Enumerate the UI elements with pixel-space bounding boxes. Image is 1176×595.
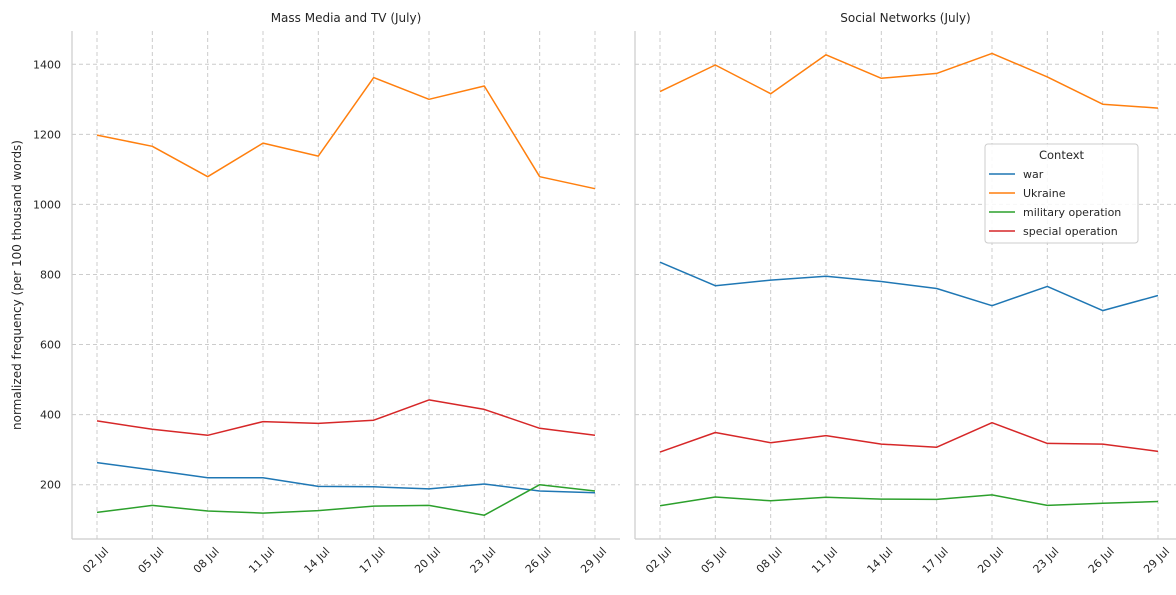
x-tick-label: 23 Jul [1031,545,1062,576]
legend-title: Context [1039,148,1085,162]
x-tick-label: 11 Jul [809,545,840,576]
x-tick-label: 11 Jul [246,545,277,576]
series-line-ukraine [659,52,1159,109]
panel-title: Mass Media and TV (July) [271,11,422,25]
y-tick-label: 200 [40,479,61,492]
x-tick-label: 17 Jul [920,545,951,576]
x-tick-label: 23 Jul [468,545,499,576]
series-line-war [96,461,596,494]
x-tick-label: 20 Jul [975,545,1006,576]
x-tick-label: 17 Jul [357,545,388,576]
y-tick-label: 400 [40,409,61,422]
legend-box [984,143,1139,244]
x-tick-label: 02 Jul [643,545,674,576]
legend-label: special operation [1023,225,1118,238]
x-tick-label: 05 Jul [136,545,167,576]
series-line-military-operation [659,494,1159,507]
legend-label: Ukraine [1023,187,1066,200]
y-tick-label: 1400 [33,58,61,71]
x-tick-label: 14 Jul [865,545,896,576]
series-line-military-operation [96,483,596,516]
y-tick-label: 1200 [33,128,61,141]
y-axis-label: normalized frequency (per 100 thousand w… [10,140,24,430]
x-tick-label: 05 Jul [699,545,730,576]
x-tick-label: 14 Jul [302,545,333,576]
legend-label: military operation [1023,206,1121,219]
x-tick-label: 08 Jul [191,545,222,576]
x-tick-label: 26 Jul [1086,545,1117,576]
series-line-special-operation [96,399,596,437]
x-tick-label: 08 Jul [754,545,785,576]
legend-label: war [1023,168,1044,181]
x-tick-label: 26 Jul [523,545,554,576]
series-line-ukraine [96,76,596,190]
panel-title: Social Networks (July) [840,11,971,25]
y-tick-label: 1000 [33,198,61,211]
x-tick-label: 29 Jul [578,545,609,576]
x-tick-label: 29 Jul [1141,545,1172,576]
y-tick-label: 800 [40,268,61,281]
y-tick-label: 600 [40,339,61,352]
x-tick-label: 20 Jul [412,545,443,576]
x-tick-label: 02 Jul [80,545,111,576]
series-line-special-operation [659,421,1159,453]
series-line-war [659,261,1159,312]
